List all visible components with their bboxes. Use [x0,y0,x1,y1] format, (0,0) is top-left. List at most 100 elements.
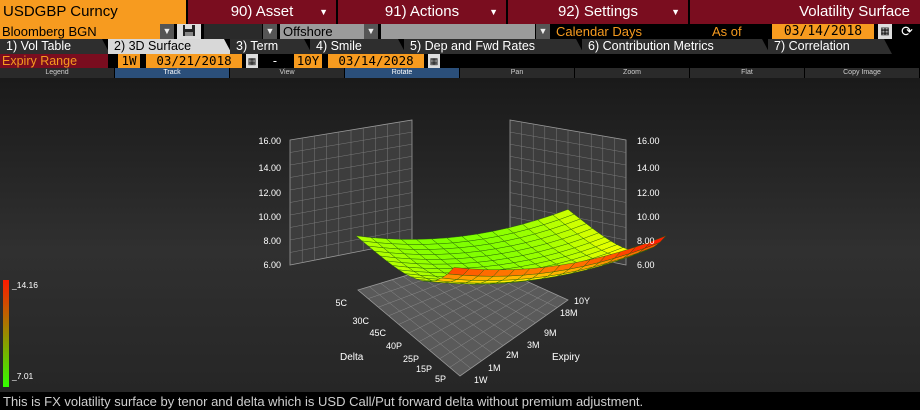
delta-tick-label: 45C [369,328,386,338]
grid-line [449,295,559,368]
tab-label: 7) Correlation [774,39,850,53]
z-tick-label: 14.00 [637,163,660,173]
tab-contribution-metrics[interactable]: 6) Contribution Metrics [582,39,770,54]
z-tick-label: 8.00 [263,236,281,246]
asset-menu[interactable]: 90) Asset ▼ [186,0,336,24]
expiry-axis: 10Y 18M 9M 3M 2M 1M 1W [474,296,590,385]
delta-tick-label: 5C [335,298,347,308]
tab-correlation[interactable]: 7) Correlation [768,39,892,54]
tab-label: 6) Contribution Metrics [588,39,714,53]
delta-axis-title: Delta [340,352,364,363]
settings-menu-label: 92) Settings [557,3,639,20]
tab-label: 1) Vol Table [6,39,72,53]
calendar-icon[interactable]: ▦ [246,54,258,68]
tab-dep-fwd-rates[interactable]: 5) Dep and Fwd Rates [404,39,584,54]
tab-label: 2) 3D Surface [114,39,192,53]
chevron-down-icon[interactable]: ▼ [364,24,378,39]
chevron-down-icon[interactable]: ▼ [536,24,550,39]
delta-tick-label: 15P [416,364,432,374]
actions-menu[interactable]: 91) Actions ▼ [336,0,506,24]
source-value: Bloomberg BGN [2,24,97,39]
z-tick-label: 8.00 [637,236,655,246]
to-date-input[interactable]: 03/14/2028 [328,54,424,68]
grid-line [289,168,413,191]
range-separator: - [272,54,278,68]
grid-line [289,156,413,178]
grid-line [289,180,413,203]
refresh-icon[interactable]: ⟳ [901,23,913,39]
track-button[interactable]: Track [115,68,230,78]
z-tick-label: 12.00 [258,188,281,198]
day-count-label: Calendar Days [556,24,642,39]
grid-line [509,168,627,191]
grid-line [289,192,413,216]
zoom-button[interactable]: Zoom [575,68,690,78]
z-tick-label: 10.00 [258,212,281,222]
calendar-icon[interactable]: ▦ [428,54,440,68]
chevron-down-icon: ▼ [671,7,680,17]
tab-3d-surface[interactable]: 2) 3D Surface [108,39,232,54]
grid-line [289,131,413,153]
as-of-date-input[interactable]: 03/14/2018 [772,24,874,39]
grid-line [429,286,540,351]
chevron-down-icon[interactable]: ▼ [160,24,174,39]
left-wall-grid [289,122,413,263]
color-scale-bar [3,280,9,387]
chevron-down-icon[interactable]: ▼ [263,24,277,39]
options-bar: Bloomberg BGN ▼ ▼ Offshore ▼ ▼ Calendar … [0,24,920,39]
grid-line [408,277,520,334]
legend-button[interactable]: Legend [0,68,115,78]
blank-field[interactable] [204,24,262,39]
function-title: Volatility Surface [799,3,910,20]
save-icon[interactable] [177,24,201,39]
z-tick-label: 16.00 [258,136,281,146]
header-bar: USDGBP Curncy 90) Asset ▼ 91) Actions ▼ … [0,0,920,24]
tab-label: 4) Smile [316,39,362,53]
function-title-bar: Volatility Surface [688,0,920,24]
blank-select[interactable] [381,24,535,39]
security-ticker: USDGBP Curncy [3,3,118,20]
as-of-label: As of [712,24,742,39]
color-scale-max: _14.16 [11,280,38,290]
market-value: Offshore [283,24,333,39]
flat-button[interactable]: Flat [690,68,805,78]
z-tick-label: 14.00 [258,163,281,173]
tab-vol-table[interactable]: 1) Vol Table [0,39,110,54]
expiry-tick-label: 1W [474,375,488,385]
tab-label: 5) Dep and Fwd Rates [410,39,536,53]
calendar-icon[interactable]: ▦ [878,24,892,39]
grid-line [289,228,413,253]
delta-tick-label: 25P [403,354,419,364]
source-select[interactable]: Bloomberg BGN [0,24,160,39]
z-tick-label: 6.00 [637,260,655,270]
to-tenor-input[interactable]: 10Y [294,54,322,68]
market-select[interactable]: Offshore [280,24,364,39]
grid-line [509,156,627,178]
expiry-tick-label: 18M [560,308,578,318]
delta-tick-label: 30C [352,316,369,326]
expiry-tick-label: 1M [488,363,501,373]
from-date-input[interactable]: 03/21/2018 [146,54,242,68]
expiry-tick-label: 3M [527,340,540,350]
surface-cell [644,235,667,249]
expiry-range-label: Expiry Range [0,54,108,68]
tab-smile[interactable]: 4) Smile [310,39,406,54]
color-scale-min: _7.01 [11,371,34,381]
rotate-button[interactable]: Rotate [345,68,460,78]
actions-menu-label: 91) Actions [384,3,460,20]
pan-button[interactable]: Pan [460,68,575,78]
from-tenor-input[interactable]: 1W [118,54,140,68]
expiry-tick-label: 10Y [574,296,590,306]
surface-chart-area[interactable]: 16.00 14.00 12.00 10.00 8.00 6.00 16.00 … [0,78,920,392]
copy-image-button[interactable]: Copy Image [805,68,920,78]
delta-tick-label: 5P [435,374,446,384]
z-tick-label: 10.00 [637,212,660,222]
tab-strip: 1) Vol Table 2) 3D Surface 3) Term 4) Sm… [0,39,920,54]
security-field[interactable]: USDGBP Curncy [0,0,186,24]
vol-surface-svg[interactable]: 16.00 14.00 12.00 10.00 8.00 6.00 16.00 … [0,78,920,392]
grid-line [419,282,530,342]
tab-term[interactable]: 3) Term [230,39,312,54]
view-button[interactable]: View [230,68,345,78]
delta-tick-label: 40P [386,341,402,351]
settings-menu[interactable]: 92) Settings ▼ [506,0,688,24]
